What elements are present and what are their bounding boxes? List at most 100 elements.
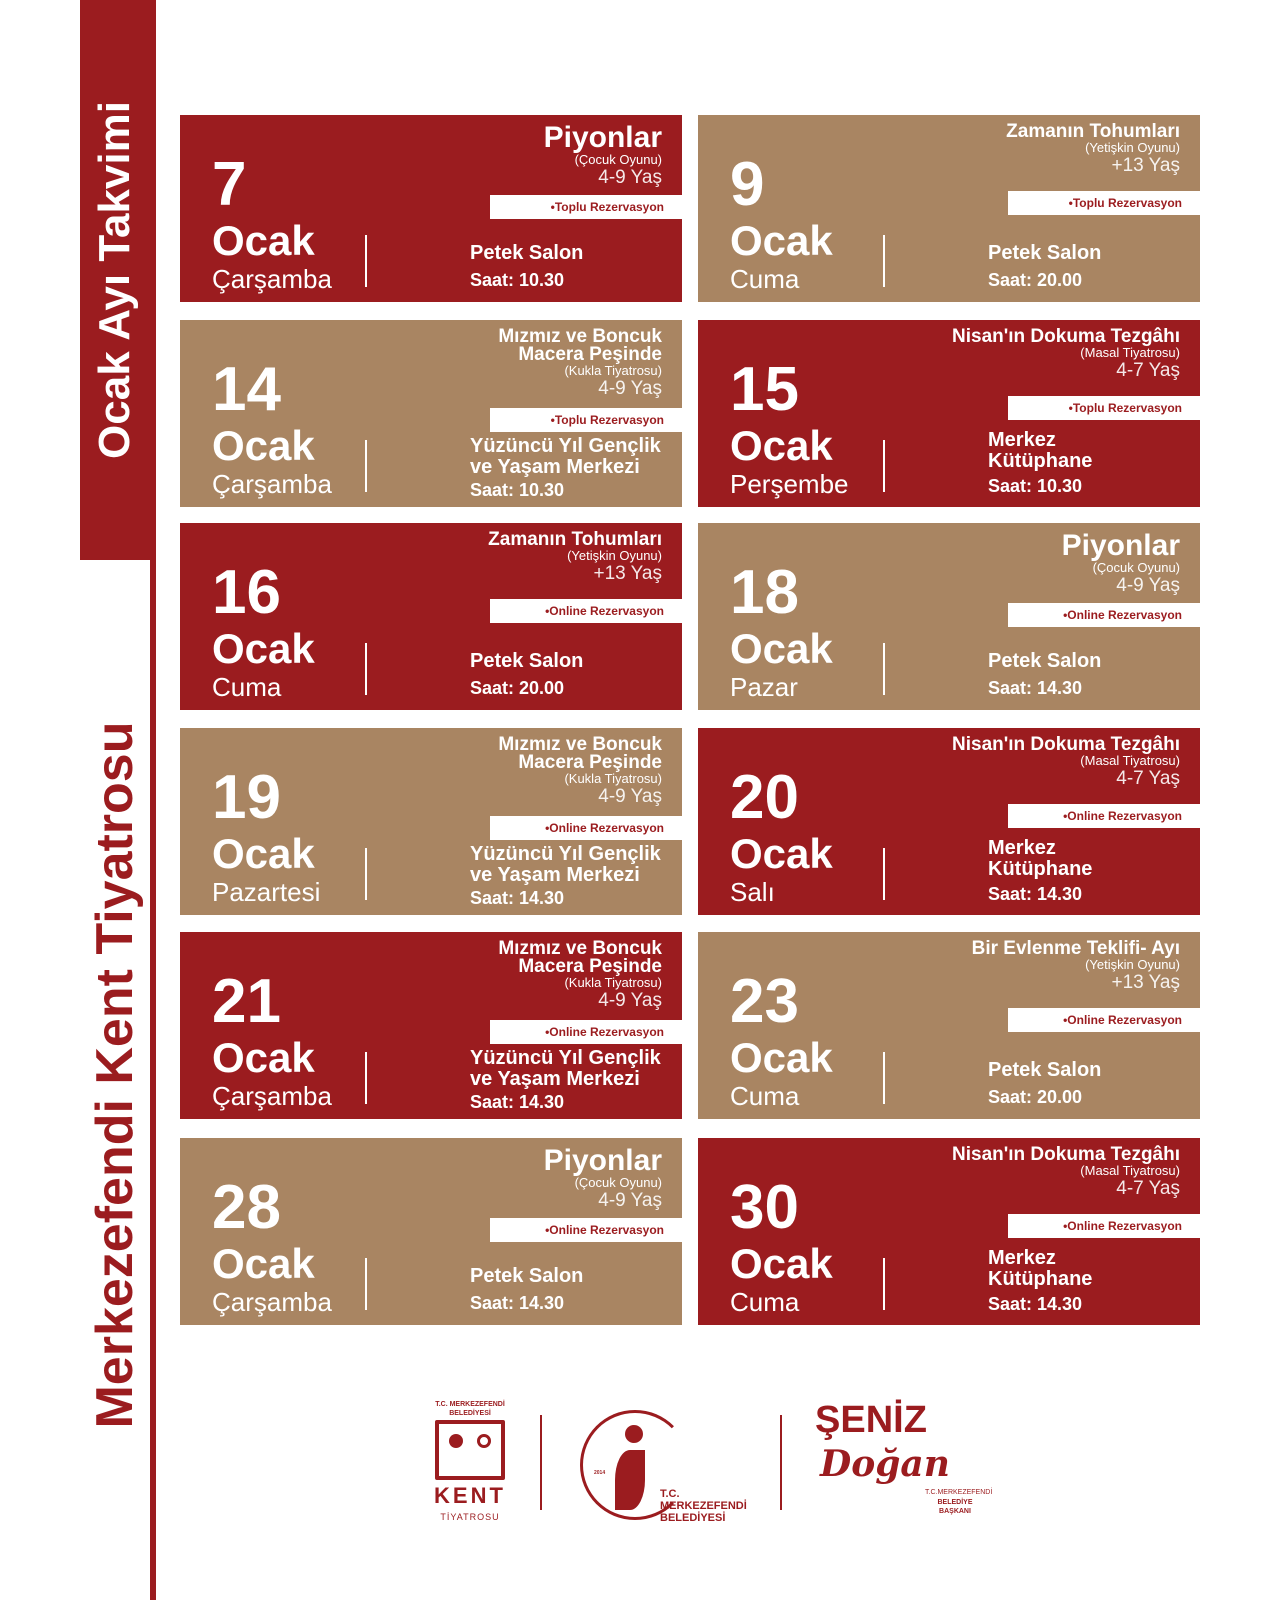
- event-title: Mızmız ve Boncuk Macera Peşinde: [498, 938, 662, 977]
- event-weekday: Cuma: [730, 1081, 800, 1111]
- event-category: (Kukla Tiyatrosu): [564, 975, 662, 990]
- event-category: (Yetişkin Oyunu): [1085, 957, 1180, 972]
- date-divider: [365, 1258, 367, 1310]
- event-day: 9: [730, 150, 765, 219]
- reservation-label: •Online Rezervasyon: [1008, 1008, 1200, 1032]
- event-age: 4-9 Yaş: [598, 1190, 662, 1211]
- event-card: 14 Ocak Çarşamba Mızmız ve Boncuk Macera…: [180, 320, 682, 507]
- event-card: 16 Ocak Cuma Zamanın Tohumları (Yetişkin …: [180, 523, 682, 710]
- merkezefendi-belediyesi-logo: 2014 T.C. MERKEZEFENDİ BELEDİYESİ: [580, 1400, 780, 1535]
- event-card: 28 Ocak Çarşamba Piyonlar (Çocuk Oyunu) 4-…: [180, 1138, 682, 1325]
- event-weekday: Cuma: [212, 672, 282, 702]
- event-weekday: Çarşamba: [212, 1081, 332, 1111]
- logo-separator: [540, 1415, 542, 1510]
- event-venue: Petek Salon: [470, 650, 584, 672]
- event-time: Saat: 10.30: [470, 480, 565, 500]
- event-venue: Merkez Kütüphane: [988, 837, 1093, 880]
- event-title-block: Nisan'ın Dokuma Tezgâhı (Masal Tiyatrosu)…: [952, 734, 1180, 790]
- event-time: Saat: 14.30: [988, 884, 1083, 904]
- event-card: 9 Ocak Cuma Zamanın Tohumları (Yetişkin O…: [698, 115, 1200, 302]
- event-time: Saat: 14.30: [988, 1294, 1083, 1314]
- reservation-label: •Toplu Rezervasyon: [490, 195, 682, 219]
- event-title-block: Nisan'ın Dokuma Tezgâhı (Masal Tiyatrosu)…: [952, 1144, 1180, 1200]
- logo-separator: [780, 1415, 782, 1510]
- event-title: Nisan'ın Dokuma Tezgâhı: [952, 1144, 1180, 1165]
- event-age: 4-9 Yaş: [598, 167, 662, 188]
- event-card: 7 Ocak Çarşamba Piyonlar (Çocuk Oyunu) 4-9…: [180, 115, 682, 302]
- event-weekday: Çarşamba: [212, 1287, 332, 1317]
- event-day: 23: [730, 967, 799, 1036]
- event-card: 19 Ocak Pazartesi Mızmız ve Boncuk Macer…: [180, 728, 682, 915]
- event-title-block: Mızmız ve Boncuk Macera Peşinde (Kukla Ti…: [498, 938, 662, 1012]
- event-venue: Petek Salon: [470, 1265, 584, 1287]
- event-time: Saat: 10.30: [470, 270, 565, 290]
- event-title-block: Bir Evlenme Teklifi- Ayı (Yetişkin Oyunu)…: [971, 938, 1180, 994]
- event-card: 23 Ocak Cuma Bir Evlenme Teklifi- Ayı (Ye…: [698, 932, 1200, 1119]
- reservation-label: •Online Rezervasyon: [490, 1218, 682, 1242]
- event-category: (Masal Tiyatrosu): [1080, 345, 1180, 360]
- date-divider: [883, 848, 885, 900]
- reservation-label: •Online Rezervasyon: [490, 599, 682, 623]
- event-age: 4-9 Yaş: [598, 786, 662, 807]
- event-title: Nisan'ın Dokuma Tezgâhı: [952, 326, 1180, 347]
- event-title: Bir Evlenme Teklifi- Ayı: [971, 938, 1180, 959]
- reservation-label: •Online Rezervasyon: [1008, 603, 1200, 627]
- date-divider: [883, 1258, 885, 1310]
- event-month: Ocak: [730, 217, 833, 264]
- event-venue: Petek Salon: [988, 1059, 1102, 1081]
- kent-tiyatrosu-logo: T.C. MERKEZEFENDİ BELEDİYESİ KENT TİYATR…: [434, 1401, 506, 1522]
- event-category: (Çocuk Oyunu): [574, 152, 662, 167]
- event-weekday: Perşembe: [730, 469, 849, 499]
- event-category: (Masal Tiyatrosu): [1080, 1163, 1180, 1178]
- event-day: 28: [212, 1173, 281, 1242]
- event-venue: Merkez Kütüphane: [988, 429, 1093, 472]
- event-title: Piyonlar: [543, 1144, 662, 1177]
- event-card: 18 Ocak Pazar Piyonlar (Çocuk Oyunu) 4-9 Y…: [698, 523, 1200, 710]
- seniz-dogan-logo: ŞENİZ Doğan T.C.MERKEZEFENDİ BELEDİYE BA…: [815, 1399, 993, 1515]
- event-time: Saat: 14.30: [988, 678, 1083, 698]
- event-title-block: Zamanın Tohumları (Yetişkin Oyunu) +13 Yaş: [1006, 122, 1180, 177]
- event-day: 7: [212, 150, 247, 219]
- event-title: Mızmız ve Boncuk Macera Peşinde: [498, 734, 662, 773]
- date-divider: [883, 643, 885, 695]
- event-weekday: Cuma: [730, 264, 800, 294]
- event-day: 21: [212, 967, 281, 1036]
- event-card: 30 Ocak Cuma Nisan'ın Dokuma Tezgâhı (Mas…: [698, 1138, 1200, 1325]
- event-category: (Yetişkin Oyunu): [1085, 140, 1180, 155]
- event-card: 20 Ocak Salı Nisan'ın Dokuma Tezgâhı (Mas…: [698, 728, 1200, 915]
- event-category: (Yetişkin Oyunu): [567, 548, 662, 563]
- event-venue: Yüzüncü Yıl Gençlik ve Yaşam Merkezi: [470, 1047, 661, 1090]
- event-title: Piyonlar: [1061, 529, 1180, 562]
- event-age: +13 Yaş: [593, 563, 663, 584]
- event-title-block: Piyonlar (Çocuk Oyunu) 4-9 Yaş: [544, 1146, 662, 1212]
- reservation-label: •Toplu Rezervasyon: [1008, 396, 1200, 420]
- event-title: Nisan'ın Dokuma Tezgâhı: [952, 734, 1180, 755]
- date-divider: [365, 848, 367, 900]
- event-month: Ocak: [730, 830, 833, 877]
- date-divider: [883, 235, 885, 287]
- theatre-masks-icon: [435, 1420, 505, 1480]
- event-title-block: Nisan'ın Dokuma Tezgâhı (Masal Tiyatrosu)…: [952, 326, 1180, 382]
- event-venue: Yüzüncü Yıl Gençlik ve Yaşam Merkezi: [470, 843, 661, 886]
- reservation-label: •Toplu Rezervasyon: [1008, 191, 1200, 215]
- event-category: (Kukla Tiyatrosu): [564, 363, 662, 378]
- reservation-label: •Online Rezervasyon: [1008, 1214, 1200, 1238]
- event-month: Ocak: [730, 1034, 833, 1081]
- event-weekday: Cuma: [730, 1287, 800, 1317]
- event-month: Ocak: [212, 1034, 315, 1081]
- event-title: Zamanın Tohumları: [488, 529, 662, 550]
- event-age: 4-9 Yaş: [598, 990, 662, 1011]
- event-time: Saat: 20.00: [470, 678, 565, 698]
- event-month: Ocak: [730, 422, 833, 469]
- event-time: Saat: 14.30: [470, 1293, 565, 1313]
- event-card: 15 Ocak Perşembe Nisan'ın Dokuma Tezgâhı…: [698, 320, 1200, 507]
- reservation-label: •Online Rezervasyon: [1008, 804, 1200, 828]
- event-venue: Merkez Kütüphane: [988, 1247, 1093, 1290]
- event-day: 18: [730, 558, 799, 627]
- date-divider: [365, 235, 367, 287]
- event-category: (Çocuk Oyunu): [1092, 560, 1180, 575]
- event-age: 4-7 Yaş: [1116, 1178, 1180, 1199]
- reservation-label: •Online Rezervasyon: [490, 816, 682, 840]
- reservation-label: •Toplu Rezervasyon: [490, 408, 682, 432]
- event-weekday: Pazartesi: [212, 877, 321, 907]
